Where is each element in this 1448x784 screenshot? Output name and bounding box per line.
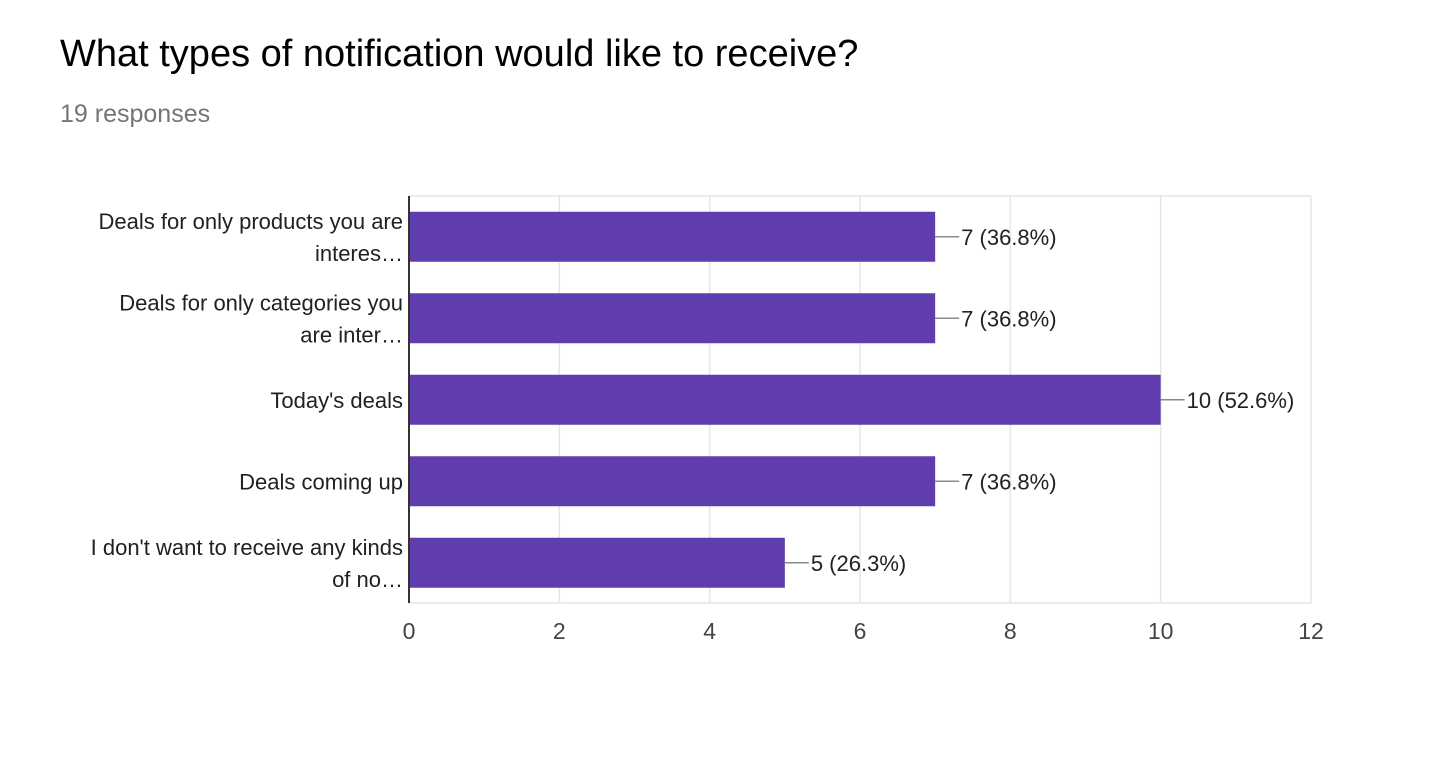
x-tick-label: 0 [403,618,416,644]
category-label: Deals coming up [239,469,403,494]
category-label: I don't want to receive any kinds [91,535,403,560]
x-tick-label: 10 [1148,618,1174,644]
data-label: 7 (36.8%) [961,225,1056,250]
data-label: 7 (36.8%) [961,469,1056,494]
bar [409,456,936,507]
x-tick-label: 2 [553,618,566,644]
x-tick-label: 12 [1298,618,1324,644]
bar [409,537,785,588]
grid-lines [409,195,1312,604]
data-label: 5 (26.3%) [811,551,906,576]
bar [409,211,936,262]
category-label: Deals for only categories you [119,290,403,315]
response-count: 19 responses [60,100,211,128]
data-label: 7 (36.8%) [961,306,1056,331]
category-label: are inter… [300,322,403,347]
data-label: 10 (52.6%) [1187,388,1295,413]
question-title: What types of notification would like to… [60,33,859,75]
bar [409,293,936,344]
x-tick-label: 6 [854,618,867,644]
category-label: Today's deals [270,388,403,413]
labels: 0 2 4 6 8 10 12 7 (36.8%) Deals for only product… [91,209,1324,644]
bars [409,211,1161,588]
x-tick-label: 8 [1004,618,1017,644]
category-label: Deals for only products you are [99,209,404,234]
category-label: of no… [332,567,403,592]
bar [409,374,1161,425]
category-label: interes… [315,241,403,266]
x-tick-label: 4 [703,618,716,644]
